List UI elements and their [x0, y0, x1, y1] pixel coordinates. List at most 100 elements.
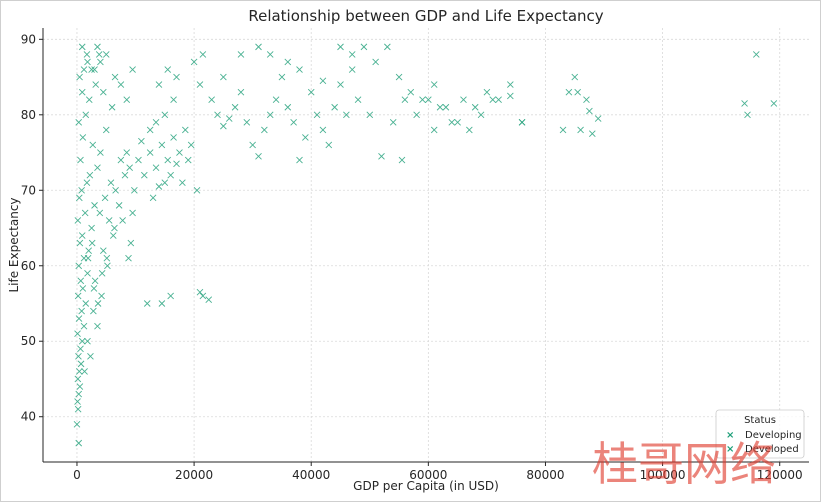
data-point-developed [348, 51, 356, 58]
data-point-developed [384, 43, 391, 51]
data-point-developing [81, 209, 89, 217]
data-point-developed [419, 96, 426, 104]
data-point-developed [442, 103, 450, 111]
data-point-developing [220, 122, 227, 130]
data-point-developing [425, 96, 432, 104]
legend: Status × Developing × Developed [715, 409, 805, 459]
data-point-developing [127, 239, 135, 247]
data-point-developed [588, 130, 596, 137]
data-point-developed [319, 77, 327, 85]
data-point-developing [167, 171, 174, 179]
data-point-developing [111, 224, 118, 232]
data-point-developing [184, 156, 192, 164]
legend-box [715, 409, 805, 459]
data-point-developed [752, 51, 760, 58]
data-point-developing [343, 111, 350, 119]
data-point-developing [75, 368, 83, 375]
data-point-developed [594, 115, 602, 122]
y-tick-label: 90 [21, 32, 36, 46]
data-point-developing [158, 141, 166, 149]
data-point-developed [586, 107, 593, 115]
x-ticks: 0 20000 40000 60000 80000 100000 120000 [73, 462, 803, 482]
data-point-developing [129, 209, 136, 217]
data-point-developing [366, 111, 374, 119]
data-point-developing [196, 288, 204, 296]
data-point-developing [84, 58, 91, 66]
data-point-developing [88, 224, 95, 232]
x-tick-label: 0 [73, 468, 81, 482]
data-point-developing [78, 88, 86, 96]
data-point-developing [91, 66, 98, 73]
data-point-developing [123, 149, 131, 156]
data-point-developing [78, 186, 85, 194]
data-point-developing [75, 119, 83, 126]
data-point-developing [78, 232, 86, 239]
data-point-developing [460, 96, 467, 104]
data-point-developing [111, 73, 119, 81]
data-point-developing [91, 277, 99, 285]
data-point-developing [143, 300, 151, 307]
data-point-developed [744, 111, 751, 119]
data-point-developing [331, 103, 338, 111]
data-point-developing [80, 322, 88, 330]
data-point-developing [179, 179, 186, 187]
data-point-developing [86, 171, 94, 179]
data-point-developing [98, 269, 106, 277]
data-point-developing [255, 152, 262, 160]
data-point-developing [74, 217, 82, 224]
data-point-developing [348, 66, 356, 73]
data-point-developing [90, 307, 97, 315]
data-point-developing [97, 58, 104, 66]
data-point-developing [98, 292, 105, 300]
data-point-developed [255, 43, 262, 51]
data-point-developed [466, 126, 473, 134]
data-point-developing [107, 179, 115, 187]
data-point-developing [140, 171, 148, 179]
data-point-developing [84, 254, 92, 262]
data-point-developing [77, 156, 84, 164]
data-point-developing [94, 300, 102, 307]
watermark: 桂哥网络 [592, 437, 776, 491]
data-point-developing [92, 81, 100, 88]
data-point-developing [79, 134, 87, 141]
data-point-developing [100, 247, 107, 254]
data-point-developing [102, 51, 110, 58]
data-point-developing [95, 51, 103, 58]
data-point-developed [518, 119, 526, 126]
data-point-developing [83, 179, 91, 187]
legend-marker-developing: × [726, 430, 734, 441]
data-point-developing [149, 194, 157, 202]
data-point-developed [559, 126, 567, 134]
data-point-developing [76, 239, 84, 247]
x-axis-label: GDP per Capita (in USD) [353, 479, 499, 493]
data-point-developing [190, 58, 198, 66]
legend-label-developed: Developed [745, 444, 799, 455]
data-point-developed [454, 119, 461, 126]
y-axis-label: Life Expectancy [7, 197, 21, 292]
data-point-developing [164, 156, 172, 164]
data-point-developing [74, 375, 82, 383]
data-point-developing [77, 277, 85, 285]
data-point-developing [78, 43, 86, 51]
data-point-developing [266, 111, 274, 119]
x-tick-label: 20000 [175, 468, 213, 482]
data-point-developing [94, 322, 101, 330]
data-point-developing [164, 66, 172, 73]
data-point-developing [81, 368, 88, 375]
data-point-developing [85, 96, 93, 104]
data-point-developing [495, 96, 502, 104]
data-point-developing [82, 300, 90, 307]
data-point-developed [577, 126, 584, 134]
data-point-developing [80, 66, 88, 73]
data-point-developed [395, 73, 403, 81]
y-tick-label: 50 [21, 334, 36, 348]
data-point-developing [249, 141, 256, 149]
data-point-developing [337, 81, 344, 88]
data-point-developed [507, 92, 514, 100]
y-tick-label: 70 [21, 183, 36, 197]
data-point-developing [115, 202, 123, 209]
data-point-developing [109, 232, 117, 239]
y-tick-label: 40 [21, 410, 36, 424]
data-point-developing [126, 164, 133, 171]
x-tick-label: 100000 [640, 468, 686, 482]
